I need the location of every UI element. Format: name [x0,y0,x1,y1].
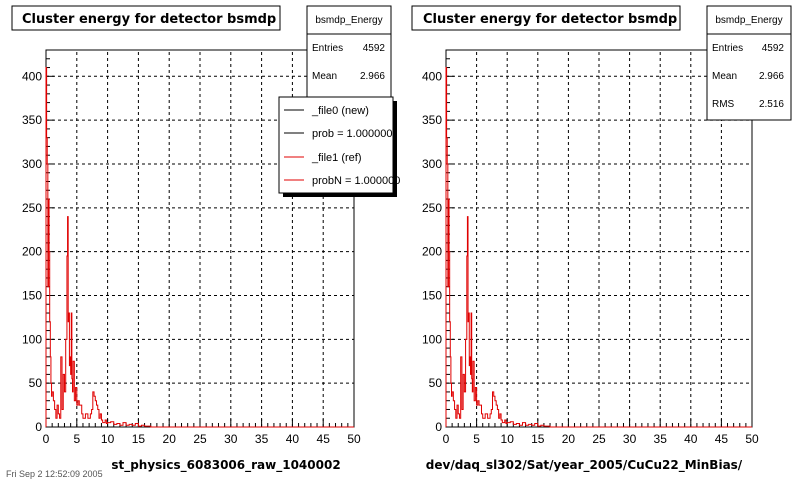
axis-ticks-left: 0 5 10 15 20 25 30 35 40 45 50 0 50 100 150 200 250 300 35… [22,49,361,446]
x-tick-label: 5 [73,432,80,446]
x-tick-label: 25 [592,432,606,446]
y-tick-label: 150 [22,288,42,302]
x-tick-label: 45 [317,432,331,446]
legend-entry: probN = 1.000000 [312,175,400,187]
stats-label-mean: Mean [312,71,337,82]
y-tick-label: 400 [422,69,442,83]
x-tick-label: 25 [193,432,207,446]
y-tick-label: 100 [422,332,442,346]
stats-value-entries: 4592 [762,43,785,54]
x-tick-label: 20 [163,432,177,446]
y-tick-label: 350 [422,113,442,127]
stats-name: bsmdp_Energy [315,15,382,26]
x-axis-label: st_physics_6083006_raw_1040002 [111,458,340,473]
y-tick-label: 50 [429,376,443,390]
histogram-series [45,67,354,428]
axis-ticks-right: 0 5 10 15 20 25 30 35 40 45 50 0 50 100 150 200 250 300 35… [422,49,759,446]
x-tick-label: 45 [715,432,729,446]
x-tick-label: 50 [745,432,759,446]
legend-entry: _file1 (ref) [311,152,362,164]
y-tick-label: 150 [422,288,442,302]
stats-value-entries: 4592 [363,43,386,54]
y-tick-label: 0 [35,420,42,434]
panel-right: Cluster energy for detector bsmdp 0 5 10 15… [411,5,792,473]
panel-left: Cluster energy for detector bsmdp 0 5 10 15… [11,5,400,473]
legend-entry: prob = 1.000000 [312,128,392,140]
stats-label-mean: Mean [712,71,737,82]
x-tick-label: 35 [654,432,668,446]
series-right [445,67,752,428]
histogram-series [445,67,752,428]
y-tick-label: 300 [22,157,42,171]
stats-label-rms: RMS [712,99,735,110]
x-tick-label: 10 [501,432,515,446]
x-tick-label: 10 [101,432,115,446]
x-tick-label: 15 [531,432,545,446]
legend-entry: _file0 (new) [311,105,369,117]
stats-box-right: bsmdp_Energy Entries 4592 Mean 2.966 RMS… [706,5,792,121]
y-tick-label: 100 [22,332,42,346]
x-tick-label: 20 [562,432,576,446]
series-left [45,67,354,428]
footer-timestamp: Fri Sep 2 12:52:09 2005 [6,469,103,479]
x-tick-label: 50 [347,432,361,446]
grid-right [446,50,752,427]
x-tick-label: 40 [286,432,300,446]
x-tick-label: 30 [224,432,238,446]
y-tick-label: 0 [435,420,442,434]
x-tick-label: 5 [473,432,480,446]
panel-title: Cluster energy for detector bsmdp [423,12,677,27]
x-tick-label: 15 [132,432,146,446]
stats-value-rms: 2.516 [759,99,784,110]
y-tick-label: 250 [22,201,42,215]
x-axis-label: dev/daq_sl302/Sat/year_2005/CuCu22_MinBi… [426,458,743,473]
x-tick-label: 0 [43,432,50,446]
x-tick-label: 0 [443,432,450,446]
x-tick-label: 35 [255,432,269,446]
y-tick-label: 250 [422,201,442,215]
panel-title-box [411,5,681,31]
y-tick-label: 400 [22,69,42,83]
panel-title-box [11,5,281,31]
stats-label-entries: Entries [712,43,743,54]
stats-label-entries: Entries [312,43,343,54]
y-tick-label: 200 [22,245,42,259]
stats-value-mean: 2.966 [360,71,385,82]
x-tick-label: 40 [684,432,698,446]
legend-box: _file0 (new) prob = 1.000000 _file1 (ref… [278,96,400,197]
panel-title: Cluster energy for detector bsmdp [22,12,276,27]
y-tick-label: 350 [22,113,42,127]
x-tick-label: 30 [623,432,637,446]
y-tick-label: 300 [422,157,442,171]
y-tick-label: 200 [422,245,442,259]
stats-value-mean: 2.966 [759,71,784,82]
stats-name: bsmdp_Energy [715,15,782,26]
stats-box-left: bsmdp_Energy Entries 4592 Mean 2.966 [306,5,392,103]
y-tick-label: 50 [29,376,43,390]
